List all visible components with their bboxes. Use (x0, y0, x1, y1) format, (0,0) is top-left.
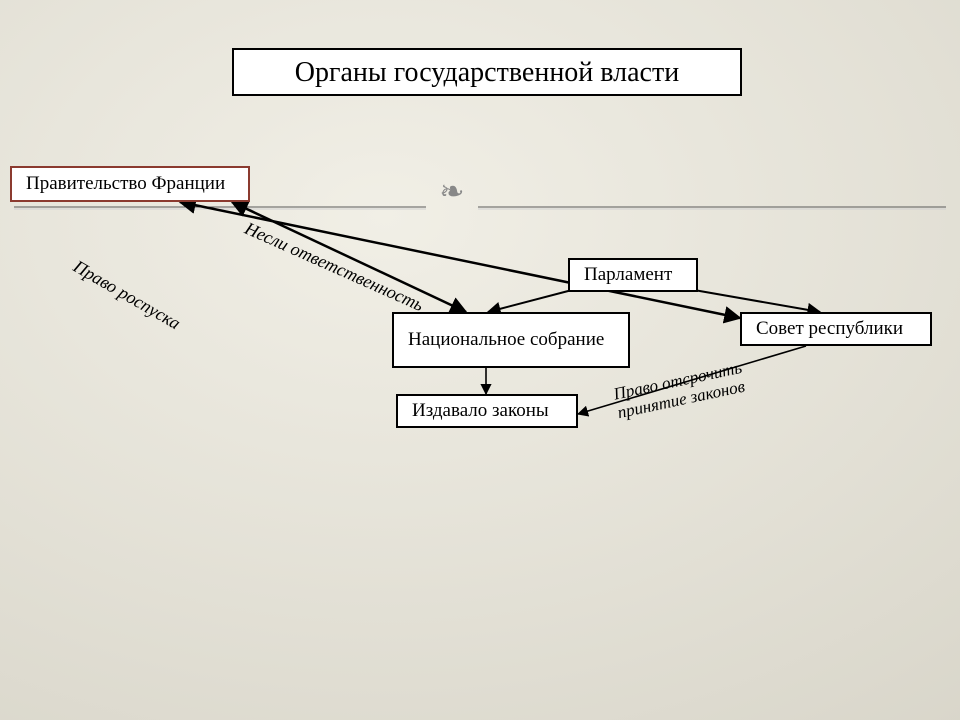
title-box: Органы государственной власти (232, 48, 742, 96)
node-national-assembly-label: Национальное собрание (408, 328, 604, 352)
edge-govt-to-assembly (232, 202, 466, 312)
edge-label-dissolution-text: Право роспуска (70, 256, 184, 333)
node-national-assembly: Национальное собрание (392, 312, 630, 368)
edge-label-postpone: Право отсрочитьпринятие законов (612, 359, 748, 423)
flourish-icon: ❧ (439, 175, 464, 210)
node-republic-council-label: Совет республики (756, 317, 903, 341)
edge-parliament-to-council (694, 290, 820, 312)
node-government-label: Правительство Франции (26, 172, 225, 196)
node-republic-council: Совет республики (740, 312, 932, 346)
edge-label-responsibility: Несли ответственность (241, 218, 426, 316)
node-parliament-label: Парламент (584, 263, 672, 287)
title-text: Органы государственной власти (295, 55, 679, 90)
edge-parliament-to-assembly (488, 290, 572, 312)
edge-label-responsibility-text: Несли ответственность (242, 218, 427, 315)
node-parliament: Парламент (568, 258, 698, 292)
edge-label-dissolution: Право роспуска (70, 256, 184, 334)
diagram-stage: ❧ Органы государственной власти Правител… (0, 0, 960, 720)
node-government: Правительство Франции (10, 166, 250, 202)
node-issued-laws: Издавало законы (396, 394, 578, 428)
node-issued-laws-label: Издавало законы (412, 399, 549, 423)
